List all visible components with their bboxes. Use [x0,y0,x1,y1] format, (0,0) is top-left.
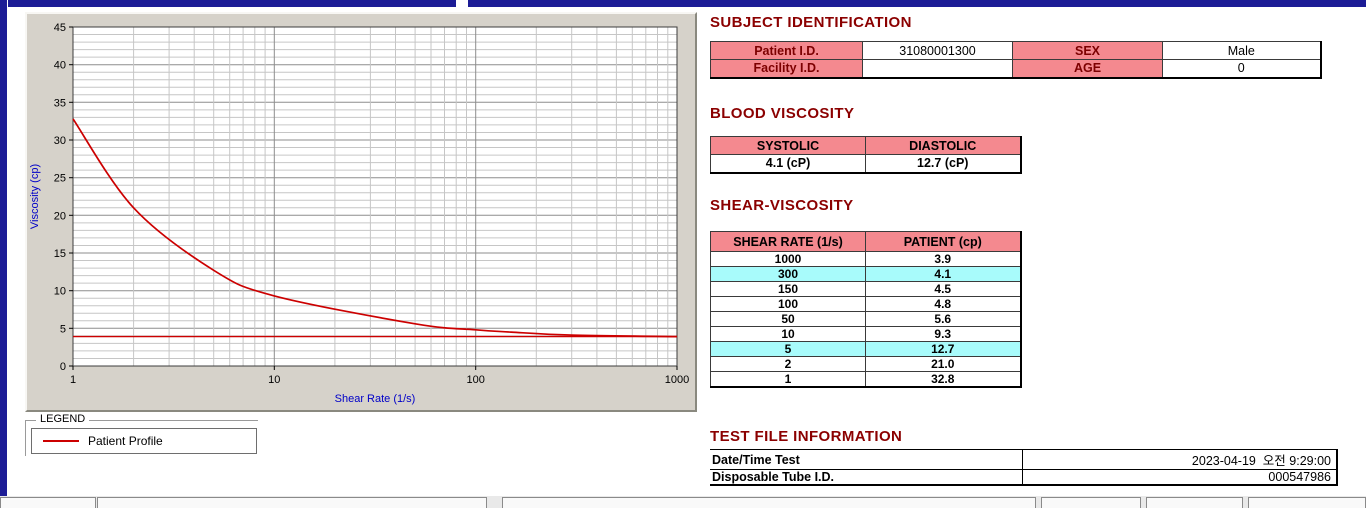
legend-series-label: Patient Profile [88,434,163,448]
disposable-tube-id-label: Disposable Tube I.D. [710,469,1023,485]
table-row: 100 4.8 [710,296,1021,312]
svg-text:Shear Rate (1/s): Shear Rate (1/s) [335,393,416,405]
age-label: AGE [1012,59,1163,78]
diastolic-value: 12.7 (cP) [865,154,1021,173]
table-row: 10 9.3 [710,326,1021,342]
patient-id-value: 31080001300 [862,41,1013,60]
age-value: 0 [1162,59,1321,78]
bottom-panel-fragment [97,497,487,508]
shear-viscosity-chart: 0 5 10 15 20 25 30 35 40 45 1 10 100 1000 Viscosity (c… [29,22,689,405]
patient-cp-cell: 5.6 [865,311,1021,327]
shear-rate-cell: 50 [710,311,866,327]
table-row: Date/Time Test 2023-04-19 오전 9:29:00 [710,449,1338,470]
patient-cp-header: PATIENT (cp) [865,231,1021,252]
svg-text:45: 45 [54,22,66,34]
shear-rate-cell: 10 [710,326,866,342]
legend-group: LEGEND Patient Profile [25,413,258,456]
patient-cp-cell: 9.3 [865,326,1021,342]
svg-text:30: 30 [54,135,66,147]
shear-rate-cell: 150 [710,281,866,297]
table-row: 2 21.0 [710,356,1021,372]
svg-text:0: 0 [60,361,66,373]
bottom-panel-fragment [0,497,96,508]
shear-rate-header: SHEAR RATE (1/s) [710,231,866,252]
facility-id-value [862,59,1013,78]
svg-text:40: 40 [54,60,66,72]
svg-text:25: 25 [54,173,66,185]
table-row: 150 4.5 [710,281,1021,297]
patient-cp-cell: 12.7 [865,341,1021,357]
subject-identification-table: Patient I.D. 31080001300 SEX Male Facili… [710,41,1322,79]
window-left-edge [0,0,7,496]
date-time-test-label: Date/Time Test [710,449,1023,470]
svg-text:1: 1 [70,374,76,386]
table-row: Patient I.D. 31080001300 SEX Male [710,41,1321,60]
facility-id-label: Facility I.D. [710,59,863,78]
table-row: 1000 3.9 [710,251,1021,267]
svg-text:15: 15 [54,248,66,260]
test-file-information-table: Date/Time Test 2023-04-19 오전 9:29:00 Dis… [710,449,1338,486]
test-file-information-title: TEST FILE INFORMATION [710,428,903,445]
svg-text:100: 100 [467,374,485,386]
subject-identification-title: SUBJECT IDENTIFICATION [710,14,912,31]
shear-rate-cell: 1000 [710,251,866,267]
patient-cp-cell: 4.5 [865,281,1021,297]
patient-cp-cell: 3.9 [865,251,1021,267]
viscosity-chart-panel: 0 5 10 15 20 25 30 35 40 45 1 10 100 1000 Viscosity (c… [25,12,697,412]
table-row: 300 4.1 [710,266,1021,282]
patient-cp-cell: 4.1 [865,266,1021,282]
table-header-row: SYSTOLIC DIASTOLIC [710,136,1021,155]
svg-text:10: 10 [54,286,66,298]
window-top-edge-left [8,0,456,7]
table-row: Disposable Tube I.D. 000547986 [710,469,1338,485]
shear-viscosity-title: SHEAR-VISCOSITY [710,197,854,214]
bottom-panel-fragment [502,497,1036,508]
patient-cp-cell: 32.8 [865,371,1021,388]
shear-rate-cell: 2 [710,356,866,372]
patient-cp-cell: 4.8 [865,296,1021,312]
bottom-panel-fragment [1041,497,1141,508]
svg-text:1000: 1000 [665,374,689,386]
table-row: Facility I.D. AGE 0 [710,59,1321,78]
shear-rate-cell: 300 [710,266,866,282]
legend-box: Patient Profile [31,428,257,454]
svg-text:35: 35 [54,97,66,109]
table-row: 50 5.6 [710,311,1021,327]
svg-text:5: 5 [60,323,66,335]
diastolic-header: DIASTOLIC [865,136,1021,155]
systolic-header: SYSTOLIC [710,136,866,155]
disposable-tube-id-value: 000547986 [1022,469,1338,485]
shear-rate-cell: 100 [710,296,866,312]
patient-profile-line-swatch [43,440,79,442]
date-time-test-value: 2023-04-19 오전 9:29:00 [1022,449,1338,470]
shear-viscosity-table: SHEAR RATE (1/s) PATIENT (cp) 1000 3.9 3… [710,231,1022,388]
table-row: 5 12.7 [710,341,1021,357]
legend-group-label: LEGEND [36,413,90,425]
sex-value: Male [1162,41,1321,60]
shear-rate-cell: 5 [710,341,866,357]
window-top-edge-right [468,0,1366,7]
svg-text:10: 10 [268,374,280,386]
table-row: 1 32.8 [710,371,1021,388]
blood-viscosity-table: SYSTOLIC DIASTOLIC 4.1 (cP) 12.7 (cP) [710,136,1022,174]
sex-label: SEX [1012,41,1163,60]
blood-viscosity-title: BLOOD VISCOSITY [710,105,855,122]
systolic-value: 4.1 (cP) [710,154,866,173]
bottom-panel-fragment [1248,497,1366,508]
patient-cp-cell: 21.0 [865,356,1021,372]
patient-id-label: Patient I.D. [710,41,863,60]
shear-rate-cell: 1 [710,371,866,388]
bottom-panel-fragment [1146,497,1243,508]
table-row: 4.1 (cP) 12.7 (cP) [710,154,1021,173]
table-header-row: SHEAR RATE (1/s) PATIENT (cp) [710,231,1021,252]
svg-text:Viscosity (cp): Viscosity (cp) [29,164,41,229]
svg-text:20: 20 [54,210,66,222]
